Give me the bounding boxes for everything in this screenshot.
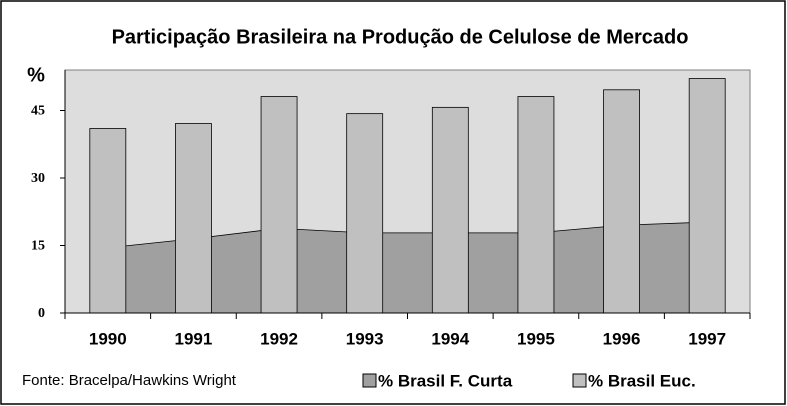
- legend-swatch: [362, 373, 377, 388]
- y-tick-label: 15: [31, 239, 45, 254]
- bar: [688, 78, 726, 314]
- x-tick-label: 1990: [89, 329, 127, 348]
- x-tick-label: 1996: [603, 329, 641, 348]
- legend-swatch: [572, 373, 587, 388]
- bar: [517, 96, 555, 314]
- x-tick-label: 1994: [431, 329, 469, 348]
- chart-title: Participação Brasileira na Produção de C…: [112, 26, 689, 48]
- x-tick-label: 1993: [346, 329, 384, 348]
- bar: [89, 128, 127, 314]
- y-tick-label: 0: [38, 306, 45, 321]
- bar: [603, 89, 640, 314]
- source: Fonte: Bracelpa/Hawkins Wright: [22, 372, 237, 389]
- x-tick-label: 1995: [517, 329, 555, 348]
- bar: [346, 113, 384, 314]
- x-tick-label: 1991: [175, 329, 213, 348]
- x-tick-label: 1997: [688, 329, 726, 348]
- y-tick-label: 45: [31, 104, 45, 119]
- y-axis-label: %: [27, 64, 45, 86]
- bar: [260, 96, 298, 314]
- x-tick-label: 1992: [260, 329, 298, 348]
- y-tick-label: 30: [31, 171, 45, 186]
- legend-label: % Brasil Euc.: [588, 371, 696, 390]
- bar: [175, 123, 212, 314]
- bar: [431, 106, 469, 314]
- legend-label: % Brasil F. Curta: [378, 371, 513, 390]
